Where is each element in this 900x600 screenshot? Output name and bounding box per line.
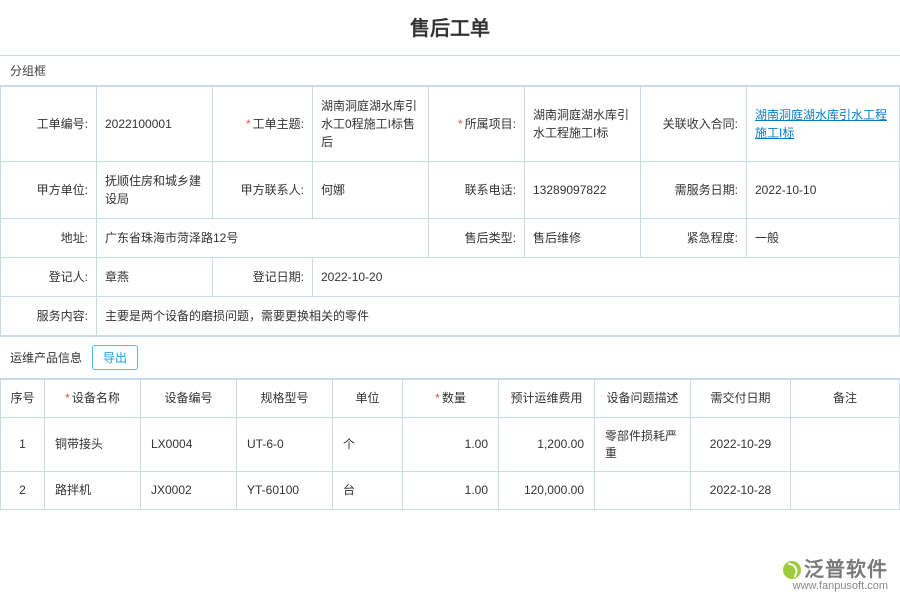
value-project: 湖南洞庭湖水库引水工程施工I标 [525,87,641,162]
page-title: 售后工单 [0,0,900,55]
label-party-a: 甲方单位: [1,162,97,219]
label-project: *所属项目: [429,87,525,162]
value-address: 广东省珠海市菏泽路12号 [97,219,429,258]
label-content: 服务内容: [1,297,97,336]
project-label-text: 所属项目: [465,117,516,131]
cell-due: 2022-10-29 [691,417,791,472]
table-header-row: 序号 *设备名称 设备编号 规格型号 单位 *数量 预计运维费用 设备问题描述 … [1,380,900,418]
cell-spec: UT-6-0 [237,417,333,472]
cell-remark [791,472,900,510]
group-box-label: 分组框 [0,55,900,86]
col-name: *设备名称 [45,380,141,418]
value-order-no: 2022100001 [97,87,213,162]
cell-spec: YT-60100 [237,472,333,510]
value-party-a: 抚顺住房和城乡建设局 [97,162,213,219]
label-urgency: 紧急程度: [641,219,747,258]
label-phone: 联系电话: [429,162,525,219]
col-spec: 规格型号 [237,380,333,418]
label-register: 登记人: [1,258,97,297]
cell-cost: 120,000.00 [499,472,595,510]
products-table: 序号 *设备名称 设备编号 规格型号 单位 *数量 预计运维费用 设备问题描述 … [0,379,900,510]
value-contract[interactable]: 湖南洞庭湖水库引水工程施工I标 [747,87,900,162]
table-row: 1铜带接头LX0004UT-6-0个1.001,200.00零部件损耗严重202… [1,417,900,472]
col-name-text: 设备名称 [72,391,120,405]
table-row: 2路拌机JX0002YT-60100台1.00120,000.00 2022-10… [1,472,900,510]
cell-idx: 2 [1,472,45,510]
value-contact: 何娜 [313,162,429,219]
cell-name: 铜带接头 [45,417,141,472]
products-header: 运维产品信息 导出 [0,336,900,379]
label-aftype: 售后类型: [429,219,525,258]
label-reg-date: 登记日期: [213,258,313,297]
cell-unit: 台 [333,472,403,510]
value-svc-date: 2022-10-10 [747,162,900,219]
products-section-label: 运维产品信息 [10,349,82,366]
logo-text: 泛普软件 [783,553,888,582]
value-reg-date: 2022-10-20 [313,258,900,297]
cell-issue [595,472,691,510]
value-aftype: 售后维修 [525,219,641,258]
cell-remark [791,417,900,472]
label-address: 地址: [1,219,97,258]
col-cost: 预计运维费用 [499,380,595,418]
col-unit: 单位 [333,380,403,418]
brand-logo: 泛普软件 www.fanpusoft.com [783,553,888,592]
cell-unit: 个 [333,417,403,472]
cell-code: JX0002 [141,472,237,510]
value-phone: 13289097822 [525,162,641,219]
label-svc-date: 需服务日期: [641,162,747,219]
label-subject: *工单主题: [213,87,313,162]
cell-name: 路拌机 [45,472,141,510]
col-idx: 序号 [1,380,45,418]
form-table: 工单编号: 2022100001 *工单主题: 湖南洞庭湖水库引水工0程施工I标… [0,86,900,336]
col-due: 需交付日期 [691,380,791,418]
value-subject: 湖南洞庭湖水库引水工0程施工I标售后 [313,87,429,162]
logo-icon [783,561,801,579]
cell-idx: 1 [1,417,45,472]
col-code: 设备编号 [141,380,237,418]
cell-issue: 零部件损耗严重 [595,417,691,472]
contract-link[interactable]: 湖南洞庭湖水库引水工程施工I标 [755,108,887,140]
logo-name: 泛普软件 [804,559,888,581]
value-urgency: 一般 [747,219,900,258]
value-register: 章燕 [97,258,213,297]
cell-code: LX0004 [141,417,237,472]
cell-cost: 1,200.00 [499,417,595,472]
col-qty-text: 数量 [442,391,466,405]
label-contract: 关联收入合同: [641,87,747,162]
cell-due: 2022-10-28 [691,472,791,510]
label-order-no: 工单编号: [1,87,97,162]
label-contact: 甲方联系人: [213,162,313,219]
export-button[interactable]: 导出 [92,345,138,370]
value-content: 主要是两个设备的磨损问题，需要更换相关的零件 [97,297,900,336]
subject-label-text: 工单主题: [253,117,304,131]
cell-qty: 1.00 [403,472,499,510]
col-issue: 设备问题描述 [595,380,691,418]
col-qty: *数量 [403,380,499,418]
cell-qty: 1.00 [403,417,499,472]
logo-url: www.fanpusoft.com [783,580,888,592]
col-remark: 备注 [791,380,900,418]
